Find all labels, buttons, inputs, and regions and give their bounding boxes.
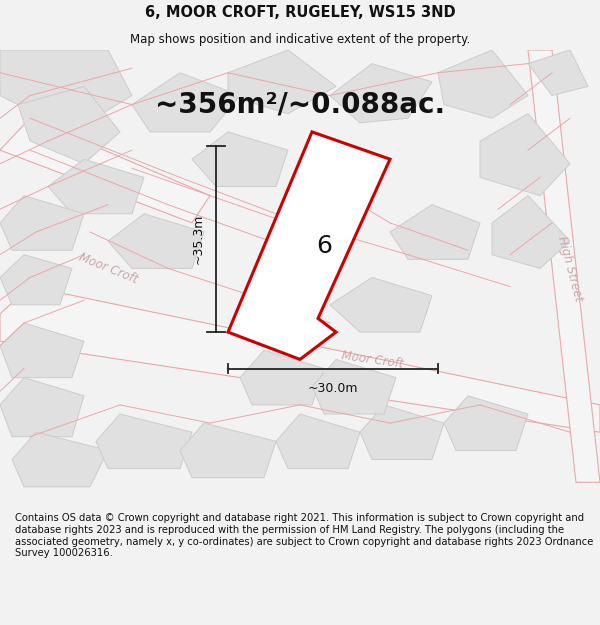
Polygon shape xyxy=(228,50,336,114)
Text: Contains OS data © Crown copyright and database right 2021. This information is : Contains OS data © Crown copyright and d… xyxy=(15,513,593,558)
Text: 6: 6 xyxy=(316,234,332,258)
Text: High Street: High Street xyxy=(555,234,585,302)
Polygon shape xyxy=(438,50,528,118)
Polygon shape xyxy=(18,86,120,164)
Polygon shape xyxy=(0,50,132,132)
Polygon shape xyxy=(180,423,276,478)
Polygon shape xyxy=(0,378,84,437)
Polygon shape xyxy=(108,214,204,268)
Polygon shape xyxy=(360,405,444,459)
Polygon shape xyxy=(0,255,72,305)
Polygon shape xyxy=(240,350,324,405)
Polygon shape xyxy=(0,196,84,250)
Polygon shape xyxy=(390,205,480,259)
Polygon shape xyxy=(330,64,432,122)
Polygon shape xyxy=(330,278,432,332)
Text: ~30.0m: ~30.0m xyxy=(308,382,358,396)
Polygon shape xyxy=(132,72,240,132)
Text: ~356m²/~0.088ac.: ~356m²/~0.088ac. xyxy=(155,91,445,119)
Polygon shape xyxy=(528,50,600,483)
Text: Map shows position and indicative extent of the property.: Map shows position and indicative extent… xyxy=(130,32,470,46)
Text: Moor Croft: Moor Croft xyxy=(77,251,139,286)
Polygon shape xyxy=(96,414,192,469)
Text: ~35.3m: ~35.3m xyxy=(191,214,205,264)
Text: 6, MOOR CROFT, RUGELEY, WS15 3ND: 6, MOOR CROFT, RUGELEY, WS15 3ND xyxy=(145,5,455,20)
Polygon shape xyxy=(0,323,84,378)
Polygon shape xyxy=(192,132,288,186)
Polygon shape xyxy=(0,118,210,223)
Polygon shape xyxy=(312,359,396,414)
Polygon shape xyxy=(444,396,528,451)
Polygon shape xyxy=(492,196,570,268)
Polygon shape xyxy=(0,287,600,432)
Polygon shape xyxy=(48,159,144,214)
Polygon shape xyxy=(480,114,570,196)
Polygon shape xyxy=(228,132,390,359)
Polygon shape xyxy=(528,50,588,96)
Text: Moor Croft: Moor Croft xyxy=(340,349,404,370)
Polygon shape xyxy=(276,414,360,469)
Polygon shape xyxy=(12,432,108,487)
